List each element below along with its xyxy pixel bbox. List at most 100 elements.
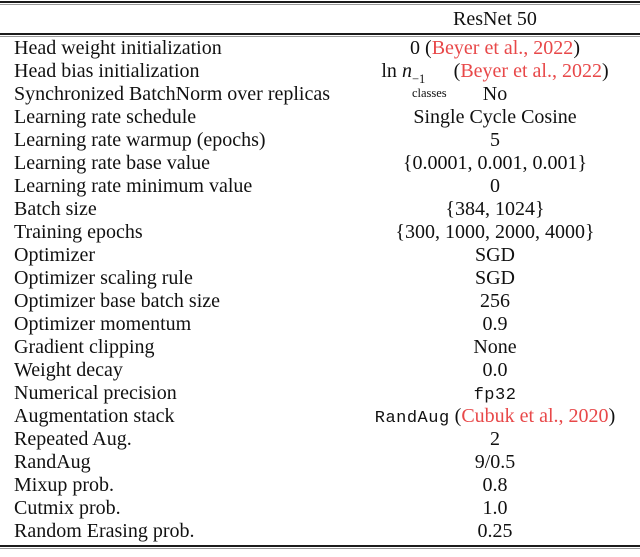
table-row: Mixup prob. 0.8 <box>0 474 640 497</box>
citation-link[interactable]: Cubuk et al., 2020 <box>461 405 609 427</box>
row-value: 5 <box>350 129 640 152</box>
table-row: Learning rate base value {0.0001, 0.001, … <box>0 152 640 175</box>
row-label: Learning rate minimum value <box>14 175 253 197</box>
math-variable: n <box>401 60 412 82</box>
table-row: Head weight initialization 0 (Beyer et al… <box>0 37 640 60</box>
row-value: SGD <box>350 244 640 267</box>
row-label: Training epochs <box>14 221 143 243</box>
row-label: Mixup prob. <box>14 474 114 496</box>
table-row: Batch size {384, 1024} <box>0 198 640 221</box>
value-text: 9/0.5 <box>474 451 516 473</box>
row-value: 1.0 <box>350 497 640 520</box>
table-row: Weight decay 0.0 <box>0 359 640 382</box>
table-row: Optimizer scaling rule SGD <box>0 267 640 290</box>
value-text: {384, 1024} <box>445 198 545 220</box>
row-value: Single Cycle Cosine <box>350 106 640 129</box>
value-text: SGD <box>474 244 515 266</box>
row-value: 256 <box>350 290 640 313</box>
citation-link[interactable]: Beyer et al., 2022 <box>431 37 574 59</box>
row-value: 0.9 <box>350 313 640 336</box>
row-label: Weight decay <box>14 359 123 381</box>
row-label: RandAug <box>14 451 91 473</box>
citation-link[interactable]: Beyer et al., 2022 <box>460 60 602 82</box>
table-bottom-rule <box>0 545 640 549</box>
value-text: 1.0 <box>482 497 508 519</box>
row-value: 0.8 <box>350 474 640 497</box>
row-value: None <box>350 336 640 359</box>
value-text: 2 <box>490 428 500 450</box>
row-label: Optimizer base batch size <box>14 290 221 312</box>
table-row: Learning rate warmup (epochs) 5 <box>0 129 640 152</box>
table-row: Training epochs {300, 1000, 2000, 4000} <box>0 221 640 244</box>
value-text: 0.9 <box>482 313 508 335</box>
table-row: Synchronized BatchNorm over replicas No <box>0 83 640 106</box>
math-superscript: −1 <box>411 72 426 87</box>
row-value: 0.25 <box>350 520 640 543</box>
value-text: Single Cycle Cosine <box>413 106 577 128</box>
value-text: No <box>482 83 508 105</box>
row-label: Learning rate schedule <box>14 106 197 128</box>
table-row: Gradient clipping None <box>0 336 640 359</box>
table-row: Numerical precision fp32 <box>0 382 640 405</box>
table-row: Learning rate schedule Single Cycle Cosin… <box>0 106 640 129</box>
math-subscript: classes <box>411 85 447 100</box>
row-value: fp32 <box>350 382 640 407</box>
table-row: Head bias initialization ln n −1 classes (B… <box>0 60 640 99</box>
row-value: RandAug (Cubuk et al., 2020) <box>350 405 640 430</box>
table-row: Augmentation stack RandAug (Cubuk et al.,… <box>0 405 640 428</box>
row-label: Repeated Aug. <box>14 428 132 450</box>
row-label: Learning rate base value <box>14 152 211 174</box>
table-body: Head weight initialization 0 (Beyer et al… <box>0 37 640 543</box>
value-text: ( <box>448 60 461 82</box>
row-label: Optimizer momentum <box>14 313 192 335</box>
row-label: Learning rate warmup (epochs) <box>14 129 266 151</box>
value-text: 0.0 <box>482 359 508 381</box>
math-supsub: −1 classes <box>412 73 447 99</box>
value-text: ) <box>608 405 616 427</box>
table-row: Optimizer momentum 0.9 <box>0 313 640 336</box>
row-value: {0.0001, 0.001, 0.001} <box>350 152 640 175</box>
table-row: RandAug 9/0.5 <box>0 451 640 474</box>
row-label: Gradient clipping <box>14 336 155 358</box>
row-label: Augmentation stack <box>14 405 175 427</box>
row-value: 0.0 <box>350 359 640 382</box>
table-row: Learning rate minimum value 0 <box>0 175 640 198</box>
table-row: Optimizer base batch size 256 <box>0 290 640 313</box>
row-label: Optimizer scaling rule <box>14 267 193 289</box>
value-text: 0 <box>490 175 500 197</box>
value-text: ) <box>573 37 580 59</box>
table-mid-rule <box>0 33 640 37</box>
row-label: Synchronized BatchNorm over replicas <box>14 83 331 105</box>
row-value: No <box>350 83 640 106</box>
mono-value: fp32 <box>473 386 517 405</box>
row-value: 0 <box>350 175 640 198</box>
row-label: Numerical precision <box>14 382 177 404</box>
table-header-row: ResNet 50 <box>0 5 640 33</box>
table-row: Random Erasing prob. 0.25 <box>0 520 640 543</box>
row-label: Optimizer <box>14 244 96 266</box>
value-text: ( <box>449 405 462 427</box>
value-text: 0.25 <box>477 520 513 542</box>
column-header-resnet50: ResNet 50 <box>453 8 537 30</box>
value-text: None <box>473 336 517 358</box>
row-value: 2 <box>350 428 640 451</box>
table-row: Optimizer SGD <box>0 244 640 267</box>
row-value: 0 (Beyer et al., 2022) <box>350 37 640 60</box>
header-spacer <box>14 5 350 33</box>
row-label: Batch size <box>14 198 97 220</box>
row-value: 9/0.5 <box>350 451 640 474</box>
value-text: {0.0001, 0.001, 0.001} <box>402 152 588 174</box>
value-text: SGD <box>474 267 515 289</box>
value-text: 0 ( <box>410 37 432 59</box>
mono-value: RandAug <box>374 409 450 428</box>
row-value: ln n −1 classes (Beyer et al., 2022) <box>350 60 640 99</box>
row-value: SGD <box>350 267 640 290</box>
table-row: Cutmix prob. 1.0 <box>0 497 640 520</box>
value-text: ) <box>601 60 609 82</box>
row-label: Head bias initialization <box>14 60 200 82</box>
row-label: Head weight initialization <box>14 37 222 59</box>
value-text: 0.8 <box>482 474 508 496</box>
value-text: 256 <box>480 290 510 312</box>
table-row: Repeated Aug. 2 <box>0 428 640 451</box>
